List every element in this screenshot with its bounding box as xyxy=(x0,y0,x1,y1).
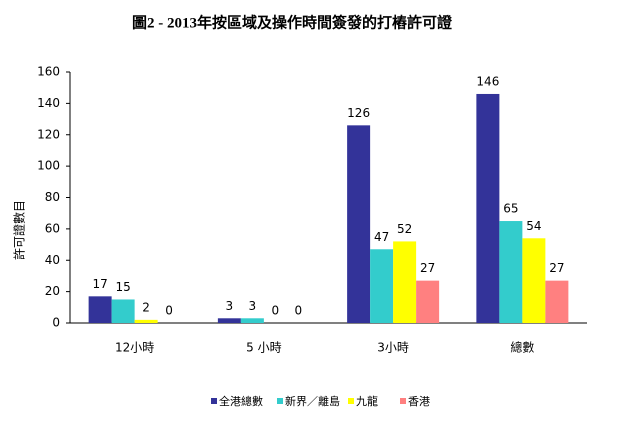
y-tick-label: 160 xyxy=(37,65,60,79)
bar xyxy=(370,249,394,323)
y-tick-label: 40 xyxy=(45,253,60,267)
x-tick-label: 5 小時 xyxy=(246,341,281,355)
bar xyxy=(545,280,569,323)
bar xyxy=(88,296,112,323)
data-label: 126 xyxy=(347,106,370,120)
y-tick-label: 120 xyxy=(37,127,60,141)
data-label: 2 xyxy=(142,300,150,314)
bar xyxy=(347,125,371,324)
y-axis-label: 許可證數目 xyxy=(12,200,27,260)
bar xyxy=(522,238,546,323)
data-label: 17 xyxy=(92,277,107,291)
y-tick-label: 20 xyxy=(45,284,60,298)
y-tick-label: 60 xyxy=(45,221,60,235)
legend-label: 新界／離島 xyxy=(285,394,340,408)
bar xyxy=(499,221,523,323)
x-tick-label: 12小時 xyxy=(115,341,154,355)
y-tick-label: 140 xyxy=(37,96,60,110)
bar xyxy=(240,318,264,323)
legend-swatch xyxy=(348,398,354,404)
data-label: 52 xyxy=(397,222,412,236)
data-label: 54 xyxy=(526,219,541,233)
bar xyxy=(134,319,158,323)
x-tick-label: 3小時 xyxy=(377,341,409,355)
data-label: 3 xyxy=(249,299,257,313)
legend-label: 全港總數 xyxy=(219,394,263,408)
data-label: 27 xyxy=(549,261,564,275)
legend-swatch xyxy=(211,398,217,404)
data-label: 146 xyxy=(476,74,499,88)
data-label: 47 xyxy=(374,230,389,244)
y-tick-label: 80 xyxy=(45,190,60,204)
bar xyxy=(217,318,241,323)
bar xyxy=(416,280,440,323)
bar xyxy=(393,241,417,323)
legend-label: 九龍 xyxy=(356,394,378,408)
data-label: 0 xyxy=(295,304,303,318)
data-label: 15 xyxy=(115,280,130,294)
bar xyxy=(111,299,135,323)
y-tick-label: 0 xyxy=(52,316,60,330)
legend-swatch xyxy=(400,398,406,404)
chart-title: 圖2 - 2013年按區域及操作時間簽發的打樁許可證 xyxy=(132,13,453,31)
x-tick-label: 總數 xyxy=(510,340,534,355)
data-label: 0 xyxy=(165,304,173,318)
data-label: 65 xyxy=(503,202,518,216)
legend-swatch xyxy=(277,398,283,404)
data-label: 27 xyxy=(420,261,435,275)
legend-label: 香港 xyxy=(408,395,430,408)
data-label: 3 xyxy=(226,299,234,313)
data-label: 0 xyxy=(272,304,280,318)
bar xyxy=(476,93,500,324)
y-tick-label: 100 xyxy=(37,159,60,173)
